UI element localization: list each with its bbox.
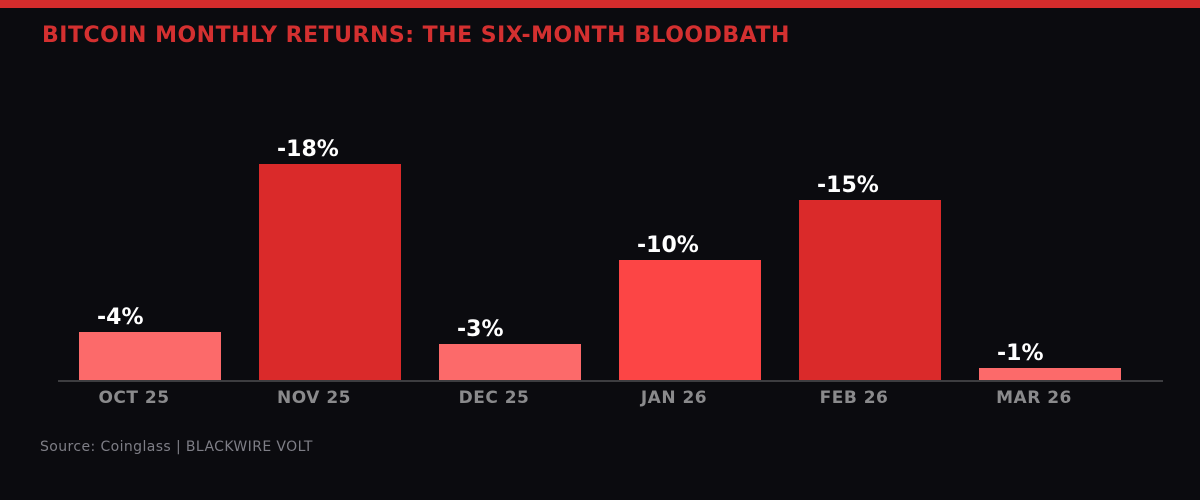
bar-value-label: -3% xyxy=(457,317,504,342)
bar-value-label: -4% xyxy=(97,305,144,330)
x-axis-tick-label: MAR 26 xyxy=(996,388,1072,408)
x-axis-tick-label: JAN 26 xyxy=(640,388,708,408)
bar xyxy=(439,344,581,380)
bar-value-label: -10% xyxy=(637,233,699,258)
x-axis-line xyxy=(58,380,1163,382)
bar-value-label: -18% xyxy=(277,137,339,162)
x-axis-tick-label: OCT 25 xyxy=(98,388,170,408)
page-title: BITCOIN MONTHLY RETURNS: THE SIX-MONTH B… xyxy=(42,23,790,48)
bar xyxy=(799,200,941,380)
top-accent-bar xyxy=(0,0,1200,8)
source-caption: Source: Coinglass | BLACKWIRE VOLT xyxy=(40,439,313,455)
bar xyxy=(79,332,221,380)
x-axis-tick-label: FEB 26 xyxy=(819,388,889,408)
x-axis-tick-label: NOV 25 xyxy=(277,388,351,408)
bar xyxy=(979,368,1121,380)
bar xyxy=(259,164,401,380)
bar-value-label: -1% xyxy=(997,341,1044,366)
bar xyxy=(619,260,761,380)
x-axis-tick-label: DEC 25 xyxy=(458,388,530,408)
bar-value-label: -15% xyxy=(817,173,879,198)
